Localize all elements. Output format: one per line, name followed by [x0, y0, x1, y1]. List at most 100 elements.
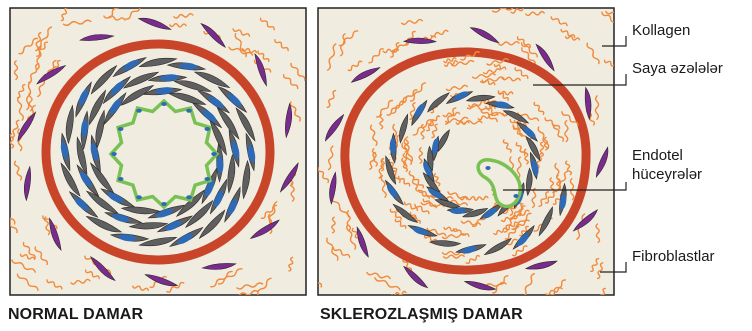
smooth-muscle-cell [427, 92, 450, 113]
smooth-muscle-cell [85, 190, 119, 214]
collagen-fiber [242, 47, 257, 54]
sclerotic-lumen [476, 158, 522, 209]
normal-vessel-panel [9, 7, 307, 296]
muscle-nucleus [231, 141, 240, 159]
smooth-muscle-cell [89, 162, 115, 194]
smooth-muscle-cell [80, 110, 89, 151]
smooth-muscle-cell [512, 224, 535, 250]
smooth-muscle-cell [242, 159, 251, 200]
intimal-collagen-fiber [409, 211, 421, 224]
smooth-muscle-cell [197, 90, 231, 114]
muscle-nucleus [177, 233, 194, 245]
intimal-collagen-fiber [480, 109, 498, 123]
smooth-muscle-cell [437, 129, 450, 152]
smooth-muscle-cell [95, 109, 105, 149]
collagen-fiber [16, 96, 25, 121]
smooth-muscle-cell [525, 136, 541, 162]
intimal-collagen-fiber [481, 79, 496, 86]
muscle-nucleus [483, 207, 497, 219]
muscle-nucleus [389, 138, 397, 155]
collagen-fiber [326, 237, 339, 261]
fibroblast-cell [356, 226, 369, 258]
intimal-collagen-fiber [552, 124, 565, 142]
smooth-muscle-cell [147, 74, 188, 82]
collagen-fiber [238, 289, 259, 295]
intimal-collagen-fiber [502, 139, 512, 153]
intimal-collagen-fiber [369, 124, 378, 147]
collagen-fiber [605, 10, 614, 15]
smooth-muscle-cell [465, 94, 496, 102]
intimal-collagen-fiber [403, 138, 414, 163]
collagen-fiber [217, 268, 243, 285]
endothelial-nucleus [161, 102, 167, 106]
muscle-nucleus [90, 143, 99, 161]
intimal-collagen-fiber [516, 156, 522, 179]
collagen-fiber [492, 275, 509, 294]
collagen-fiber [103, 15, 126, 21]
intimal-collagen-fiber [412, 119, 432, 136]
intimal-collagen-fiber [445, 116, 469, 124]
collagen-fiber [46, 279, 63, 290]
intimal-collagen-fiber [451, 59, 475, 67]
smooth-muscle-cell [65, 104, 74, 145]
collagen-fiber [331, 216, 336, 234]
intimal-collagen-fiber [505, 221, 518, 231]
intimal-collagen-fiber [512, 209, 530, 220]
intimal-collagen-fiber [519, 225, 529, 237]
sclerotic-vessel-caption: SKLEROZLAŞMIŞ DAMAR [320, 306, 523, 323]
collagen-fiber [290, 181, 295, 202]
smooth-muscle-cell [227, 153, 236, 194]
smooth-muscle-cell [235, 107, 256, 142]
endothelial-nucleus [111, 152, 117, 156]
intimal-collagen-fiber [493, 63, 507, 70]
intimal-collagen-fiber [426, 227, 447, 237]
intimal-collagen-fiber [533, 101, 545, 116]
intimal-collagen-fiber [414, 203, 430, 215]
sclerotic-endothelial-nucleus [513, 194, 519, 198]
smooth-muscle-cell [138, 236, 178, 247]
collagen-fiber [274, 39, 289, 52]
intimal-collagen-fiber [523, 148, 529, 165]
smooth-muscle-cell [138, 57, 178, 68]
collagen-leader [602, 36, 627, 47]
fibroblast-cell [595, 146, 609, 178]
collagen-fiber [595, 223, 601, 244]
intimal-collagen-fiber [466, 99, 486, 110]
endothelial-cells-label: Endotel hüceyrələr [632, 146, 702, 184]
sclerotic-endothelial-nucleus [485, 166, 491, 170]
intimal-collagen-fiber [552, 193, 564, 205]
collagen-fiber [326, 89, 337, 109]
collagen-fiber [391, 290, 407, 295]
smooth-muscle-cell [411, 99, 428, 127]
collagen-fiber [524, 273, 535, 295]
fibroblast-cell [403, 37, 437, 44]
collagen-fiber [169, 23, 187, 28]
collagen-fiber [11, 119, 20, 139]
smooth-muscle-cell [428, 240, 462, 247]
fibroblast-cell [524, 260, 558, 270]
muscle-nucleus [202, 109, 217, 123]
muscle-nucleus [118, 234, 137, 242]
collagen-fiber [401, 18, 424, 26]
muscle-nucleus [523, 126, 536, 139]
smooth-muscle-cell [104, 92, 127, 125]
smooth-muscle-cell [169, 226, 204, 247]
smooth-muscle-cell [191, 102, 223, 129]
fibroblasts-label: Fibroblastlar [632, 248, 715, 265]
collagen-fiber [330, 196, 350, 218]
intimal-collagen-fiber [447, 191, 468, 200]
collagen-fiber [282, 74, 299, 90]
collagen-fiber [550, 16, 568, 27]
muscle-nucleus [412, 226, 428, 236]
intimal-collagen-fiber [459, 196, 476, 201]
intimal-collagen-fiber [513, 212, 532, 230]
fibroblast-cell [36, 64, 67, 85]
intimal-collagen-fiber [391, 96, 408, 114]
smooth-muscle-cell [538, 206, 553, 237]
smooth-muscle-cell [60, 132, 71, 172]
smooth-muscle-cell [209, 119, 227, 156]
collagen-fiber [210, 270, 233, 288]
intimal-collagen-fiber [497, 90, 514, 96]
normal-fibroblasts [17, 17, 299, 287]
smooth-muscle-cell [392, 203, 419, 223]
